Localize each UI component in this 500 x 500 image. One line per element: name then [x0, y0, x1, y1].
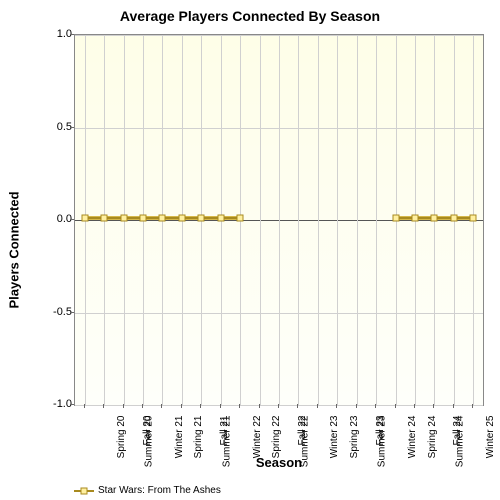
data-marker: [412, 215, 419, 222]
x-tick: [297, 404, 298, 408]
x-tick-label: Spring 21: [193, 416, 204, 459]
x-tick: [123, 404, 124, 408]
gridline-vertical: [298, 35, 299, 405]
y-axis: -1.0-0.50.00.51.0: [40, 34, 72, 406]
data-marker: [431, 215, 438, 222]
gridline-vertical: [318, 35, 319, 405]
x-tick-label: Winter 21: [174, 416, 185, 459]
x-tick: [278, 404, 279, 408]
x-tick-label: Spring 20: [116, 416, 127, 459]
x-tick: [181, 404, 182, 408]
x-tick: [317, 404, 318, 408]
data-marker: [140, 215, 147, 222]
data-marker: [470, 215, 477, 222]
x-tick-label: Fall 23: [375, 416, 386, 446]
data-marker: [178, 215, 185, 222]
data-marker: [217, 215, 224, 222]
gridline-vertical: [357, 35, 358, 405]
gridline-vertical: [337, 35, 338, 405]
x-tick: [103, 404, 104, 408]
x-tick: [433, 404, 434, 408]
x-tick: [453, 404, 454, 408]
x-tick-label: Winter 25: [485, 416, 496, 459]
x-tick: [356, 404, 357, 408]
x-tick: [200, 404, 201, 408]
x-tick: [239, 404, 240, 408]
x-tick: [161, 404, 162, 408]
gridline-vertical: [376, 35, 377, 405]
x-tick-label: Spring 23: [349, 416, 360, 459]
x-tick-label: Winter 22: [252, 416, 263, 459]
x-tick-label: Fall 22: [297, 416, 308, 446]
x-tick: [472, 404, 473, 408]
x-tick-label: Winter 23: [329, 416, 340, 459]
data-marker: [392, 215, 399, 222]
x-tick-label: Fall 21: [219, 416, 230, 446]
chart-container: Average Players Connected By Season Play…: [0, 0, 500, 500]
x-tick: [259, 404, 260, 408]
x-tick-label: Spring 22: [271, 416, 282, 459]
gridline-vertical: [279, 35, 280, 405]
y-axis-title: Players Connected: [7, 191, 22, 308]
x-tick: [375, 404, 376, 408]
data-marker: [237, 215, 244, 222]
data-marker: [450, 215, 457, 222]
data-marker: [198, 215, 205, 222]
x-tick-label: Fall 20: [142, 416, 153, 446]
legend: Star Wars: From The Ashes: [74, 485, 221, 496]
data-marker: [101, 215, 108, 222]
x-tick-label: Winter 24: [407, 416, 418, 459]
x-tick: [336, 404, 337, 408]
x-tick: [142, 404, 143, 408]
legend-label: Star Wars: From The Ashes: [98, 485, 221, 496]
data-marker: [159, 215, 166, 222]
data-marker: [120, 215, 127, 222]
x-tick-label: Spring 24: [426, 416, 437, 459]
legend-marker-icon: [81, 487, 88, 494]
data-marker: [81, 215, 88, 222]
plot-area: [74, 34, 484, 406]
chart-title: Average Players Connected By Season: [0, 0, 500, 28]
x-tick: [84, 404, 85, 408]
gridline-vertical: [260, 35, 261, 405]
x-tick-label: Fall 24: [452, 416, 463, 446]
x-tick: [414, 404, 415, 408]
plot-wrapper: [74, 34, 484, 406]
x-tick: [220, 404, 221, 408]
legend-swatch: [74, 487, 94, 495]
x-axis: Season Spring 20Summer 20Fall 20Winter 2…: [74, 406, 484, 466]
x-tick: [395, 404, 396, 408]
